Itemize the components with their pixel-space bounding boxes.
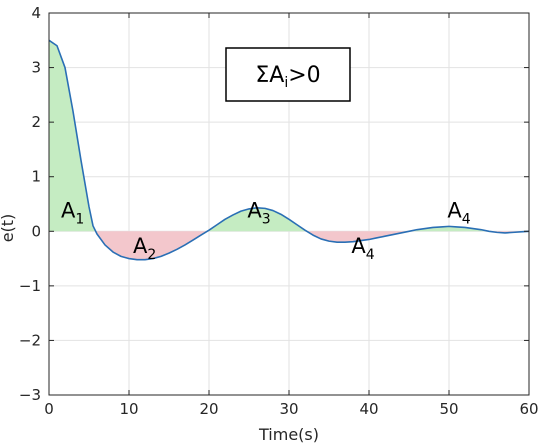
y-tick-label: −2 <box>19 331 41 349</box>
area-fills <box>49 40 529 260</box>
negative-area <box>95 231 208 260</box>
y-tick-label: −1 <box>19 277 41 295</box>
tick-labels: 0 10 20 30 40 50 60 −3 −2 −1 0 1 2 3 4 <box>19 4 539 418</box>
y-tick-label: 1 <box>31 168 41 186</box>
x-tick-label: 60 <box>519 400 538 418</box>
x-tick-label: 50 <box>439 400 458 418</box>
area-annotations: A1 A2 A3 A4 A4 <box>61 199 471 263</box>
area-label-a2: A2 <box>133 234 156 263</box>
negative-area <box>306 231 409 243</box>
area-label-a4: A4 <box>447 199 470 228</box>
area-label-a1: A1 <box>61 199 84 228</box>
y-axis-label: e(t) <box>0 214 17 243</box>
series-line <box>48 39 530 261</box>
condition-box: ΣAi>0 <box>225 47 351 102</box>
x-tick-label: 40 <box>359 400 378 418</box>
y-tick-label: 2 <box>31 113 41 131</box>
x-tick-label: 20 <box>199 400 218 418</box>
x-axis-label: Time(s) <box>258 425 319 444</box>
y-tick-label: 3 <box>31 59 41 77</box>
series-line-layer <box>48 39 530 261</box>
axes <box>48 12 530 396</box>
x-tick-label: 30 <box>279 400 298 418</box>
area-label-a3: A3 <box>247 199 270 228</box>
area-label-a4: A4 <box>351 234 374 263</box>
x-tick-label: 0 <box>44 400 54 418</box>
condition-box-frame <box>225 47 351 102</box>
y-tick-label: 0 <box>31 222 41 240</box>
condition-text: ΣAi>0 <box>255 63 320 91</box>
y-tick-label: −3 <box>19 386 41 404</box>
positive-area <box>409 226 489 232</box>
positive-area <box>49 40 96 232</box>
positive-area <box>207 207 307 232</box>
y-tick-label: 4 <box>31 4 41 22</box>
x-tick-label: 10 <box>119 400 138 418</box>
